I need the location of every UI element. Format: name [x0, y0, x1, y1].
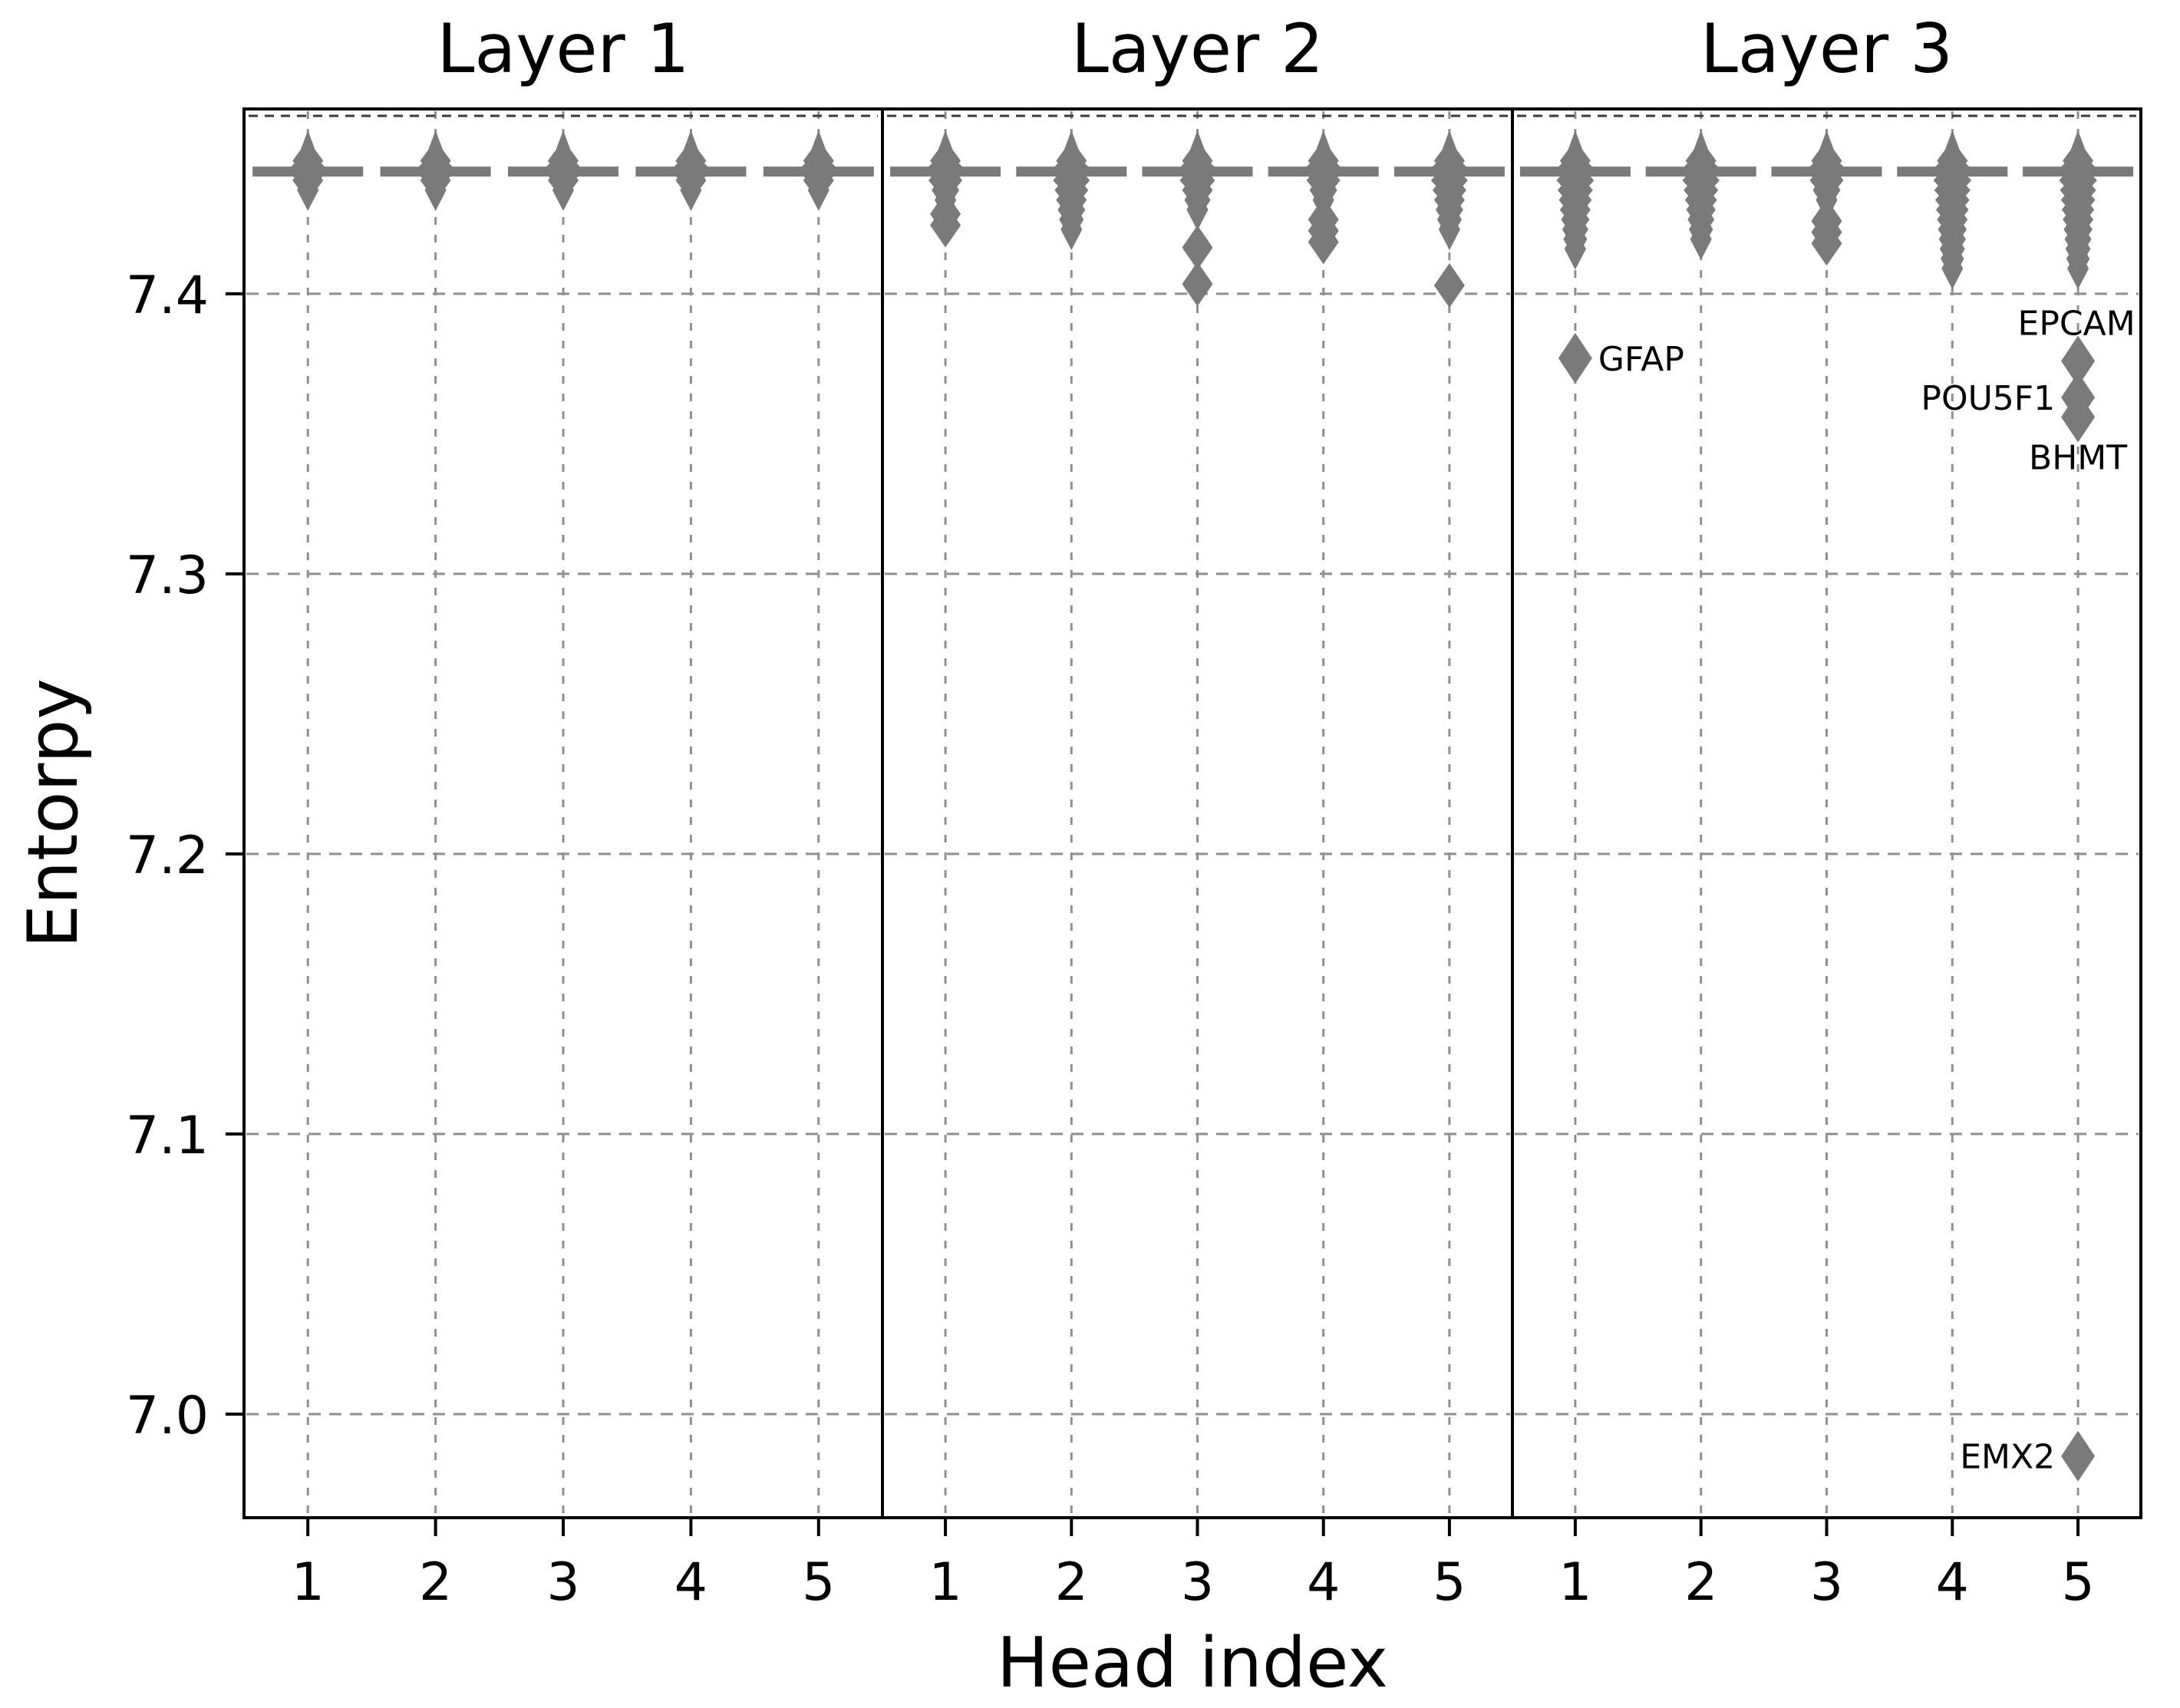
x-tick-label: 5	[2061, 1552, 2094, 1613]
outlier-label-POU5F1: POU5F1	[1921, 379, 2055, 418]
cluster-diamond	[1060, 208, 1083, 250]
y-tick-label: 7.4	[126, 265, 209, 326]
x-tick-label: 5	[1433, 1552, 1466, 1613]
outlier-label-BHMT: BHMT	[2029, 439, 2127, 478]
cluster-diamond	[1941, 248, 1964, 290]
x-tick-label: 3	[1181, 1552, 1214, 1613]
cluster-tail-diamond	[1182, 262, 1213, 307]
cluster-diamond	[424, 169, 447, 211]
outlier-diamond-BHMT	[2061, 391, 2096, 443]
panel-title: Layer 2	[1071, 9, 1324, 88]
x-tick-label: 2	[1684, 1552, 1717, 1613]
cluster-tail-diamond	[1182, 225, 1213, 270]
x-tick-label: 4	[1307, 1552, 1340, 1613]
cluster-diamond	[297, 169, 319, 211]
panel-title: Layer 3	[1700, 9, 1953, 88]
cluster-diamond	[552, 169, 574, 211]
y-tick-label: 7.3	[126, 546, 209, 606]
outlier-diamond-EMX2	[2061, 1430, 2096, 1482]
cluster-diamond	[680, 169, 702, 211]
x-axis-label: Head index	[997, 1623, 1388, 1703]
x-tick-label: 3	[1810, 1552, 1843, 1613]
panel-title: Layer 1	[437, 9, 689, 88]
cluster-diamond	[807, 169, 829, 211]
y-axis-label: Entorpy	[13, 678, 94, 948]
cluster-diamond	[1564, 228, 1586, 270]
cluster-diamond	[2067, 248, 2089, 290]
x-tick-label: 1	[1558, 1552, 1591, 1613]
x-tick-label: 2	[419, 1552, 452, 1613]
outlier-diamond-EPCAM	[2061, 335, 2096, 387]
x-tick-label: 4	[1936, 1552, 1969, 1613]
y-tick-label: 7.0	[126, 1386, 209, 1446]
cluster-diamond	[1690, 218, 1712, 260]
x-tick-label: 4	[674, 1552, 707, 1613]
cluster-tail-diamond	[1433, 262, 1465, 308]
x-tick-label: 1	[928, 1552, 961, 1613]
outlier-label-EMX2: EMX2	[1960, 1438, 2055, 1477]
y-tick-label: 7.1	[126, 1106, 209, 1166]
cluster-diamond	[1438, 208, 1460, 250]
x-tick-label: 2	[1055, 1552, 1088, 1613]
cluster-tail-diamond	[1308, 219, 1339, 265]
outlier-label-GFAP: GFAP	[1598, 340, 1684, 379]
cluster-diamond	[1186, 189, 1209, 231]
outlier-diamond-GFAP	[1558, 332, 1592, 384]
x-tick-label: 3	[546, 1552, 579, 1613]
cluster-tail-diamond	[930, 203, 961, 248]
x-tick-label: 5	[802, 1552, 835, 1613]
y-tick-label: 7.2	[126, 826, 209, 886]
outlier-label-EPCAM: EPCAM	[2018, 305, 2135, 344]
x-tick-label: 1	[292, 1552, 325, 1613]
cluster-tail-diamond	[1811, 221, 1842, 266]
